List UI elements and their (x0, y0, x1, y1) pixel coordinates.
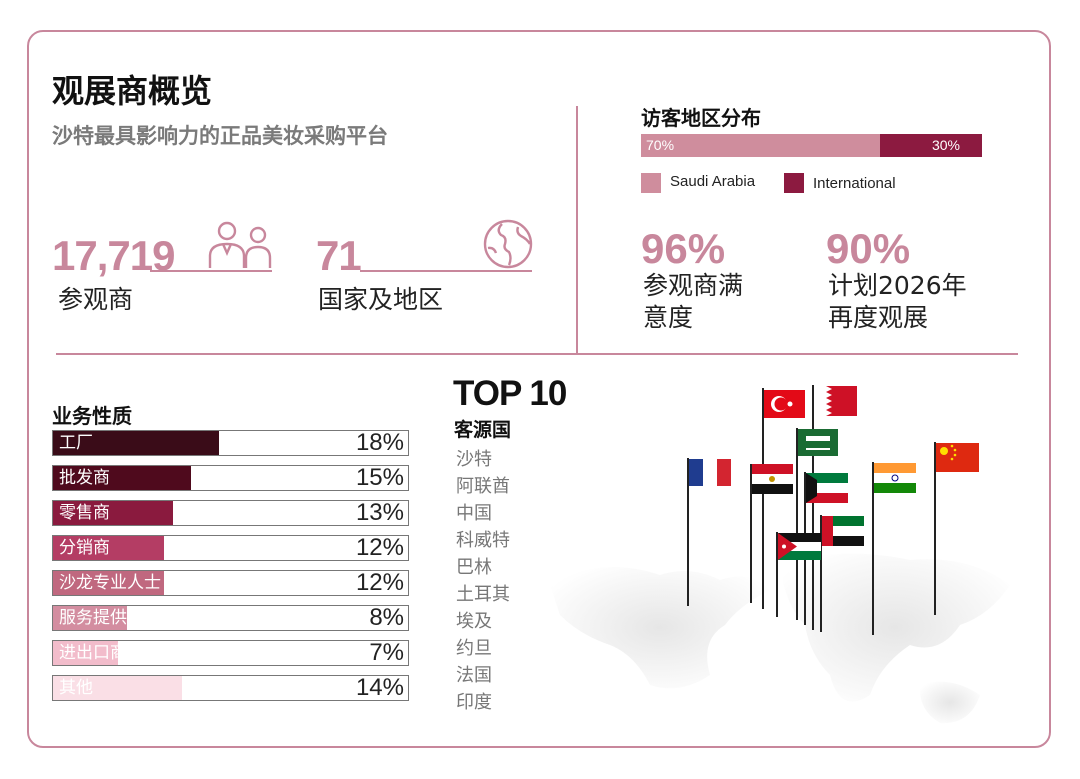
countries-label: 国家及地区 (318, 285, 444, 314)
list-item: 土耳其 (456, 584, 510, 605)
list-item: 约旦 (456, 638, 492, 659)
legend-intl-swatch (784, 173, 804, 193)
bar-category-label: 批发商 (59, 468, 110, 488)
globe-icon (482, 218, 534, 274)
list-item: 科威特 (456, 530, 510, 551)
return-plan-label-line2: 再度观展 (828, 303, 929, 332)
bar-category-label: 分销商 (59, 538, 110, 558)
bar-row: 沙龙专业人士 12% (52, 570, 409, 596)
countries-underline (360, 270, 532, 272)
legend-saudi-label: Saudi Arabia (670, 173, 756, 190)
visitors-label: 参观商 (58, 285, 134, 314)
satisfaction-label-line1: 参观商满 (643, 271, 744, 300)
list-item: 巴林 (456, 557, 492, 578)
legend-saudi-swatch (641, 173, 661, 193)
bar-value-label: 7% (369, 639, 404, 666)
bar-category-label: 零售商 (59, 503, 110, 523)
satisfaction-value: 96% (641, 225, 726, 272)
bar-row: 批发商 15% (52, 465, 409, 491)
list-item: 埃及 (456, 611, 492, 632)
horizontal-divider (56, 353, 1018, 355)
bar (53, 466, 191, 490)
page-subtitle: 沙特最具影响力的正品美妆采购平台 (52, 124, 388, 148)
countries-count: 71 (316, 232, 362, 279)
people-icon (208, 220, 274, 274)
distribution-title: 访客地区分布 (641, 106, 761, 130)
top10-country-list: 沙特 阿联酋 中国 科威特 巴林 土耳其 埃及 约旦 法国 印度 (456, 446, 510, 716)
visitors-underline (150, 270, 272, 272)
return-plan-value: 90% (826, 225, 911, 272)
bar-row: 进出口商 7% (52, 640, 409, 666)
bar (53, 431, 219, 455)
legend-intl-label: International (813, 175, 896, 192)
bar (53, 501, 173, 525)
bar (53, 606, 127, 630)
return-plan-label: 计划2026年 再度观展 (828, 270, 967, 334)
india-flag-icon (874, 463, 916, 493)
list-item: 法国 (456, 665, 492, 686)
satisfaction-label-line2: 意度 (643, 303, 694, 332)
china-flag-icon (936, 443, 979, 472)
business-nature-title: 业务性质 (52, 404, 132, 428)
satisfaction-label: 参观商满 意度 (643, 270, 743, 334)
bar-row: 分销商 12% (52, 535, 409, 561)
bar-row: 零售商 13% (52, 500, 409, 526)
return-plan-label-line1: 计划2026年 (828, 271, 967, 300)
bar-value-label: 13% (355, 499, 404, 526)
saudi-flag-icon (798, 429, 838, 456)
bar-category-label: 工厂 (59, 433, 93, 453)
world-map (540, 545, 1020, 749)
list-item: 印度 (456, 692, 492, 713)
bar (53, 676, 182, 700)
bar-category-label: 沙龙专业人士 (59, 573, 161, 593)
bar-category-label: 进出口商 (59, 643, 127, 663)
bar-value-label: 12% (355, 569, 404, 596)
vertical-divider (576, 106, 578, 354)
kuwait-flag-icon (806, 473, 848, 503)
bar-row: 服务提供商 8% (52, 605, 409, 631)
distribution-saudi-segment: 70% (641, 134, 880, 157)
turkey-flag-icon (764, 390, 805, 418)
page-title: 观展商概览 (52, 72, 213, 110)
list-item: 沙特 (456, 449, 492, 470)
list-item: 中国 (456, 503, 492, 524)
bar-value-label: 18% (355, 429, 404, 456)
bar-value-label: 12% (355, 534, 404, 561)
bar (53, 641, 118, 665)
distribution-intl-segment: 30% (880, 134, 982, 157)
distribution-bar: 70% 30% (641, 134, 982, 157)
top10-subtitle: 客源国 (454, 419, 512, 441)
bar-category-label: 其他 (59, 678, 93, 698)
bar-category-label: 服务提供商 (59, 608, 144, 628)
bahrain-flag-icon (814, 386, 857, 416)
bar-value-label: 15% (355, 464, 404, 491)
overview-card (27, 30, 1051, 748)
bar (53, 571, 164, 595)
bar-value-label: 14% (355, 674, 404, 701)
uae-flag-icon (822, 516, 864, 546)
egypt-flag-icon (752, 464, 793, 494)
bar (53, 536, 164, 560)
bar-row: 其他 14% (52, 675, 409, 701)
top10-title: TOP 10 (453, 374, 567, 413)
list-item: 阿联酋 (456, 476, 510, 497)
bar-value-label: 8% (369, 604, 404, 631)
distribution-saudi-pct: 70% (646, 137, 675, 153)
france-flag-icon (689, 459, 731, 486)
jordan-flag-icon (778, 533, 821, 560)
distribution-intl-pct: 30% (931, 137, 960, 153)
bar-row: 工厂 18% (52, 430, 409, 456)
